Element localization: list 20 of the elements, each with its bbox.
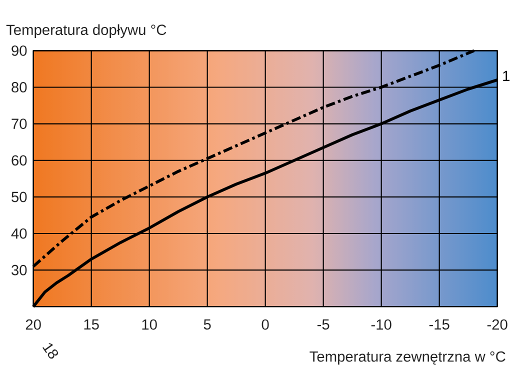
x-tick-label: -15 — [429, 319, 450, 330]
y-axis-title: Temperatura dopływu °C — [6, 24, 166, 38]
y-tick-label: 70 — [12, 118, 27, 129]
x-tick-label: -20 — [487, 319, 508, 330]
x-tick-label: -10 — [371, 319, 392, 330]
y-tick-label: 80 — [12, 82, 27, 92]
x-tick-label: 15 — [84, 319, 99, 330]
y-tick-label: 30 — [12, 264, 27, 276]
y-tick-label: 40 — [11, 228, 27, 239]
y-tick-label: 60 — [12, 155, 27, 166]
x-tick-label: 20 — [26, 319, 41, 330]
x-tick-label: 0 — [262, 319, 269, 330]
y-tick-label: 90 — [12, 45, 27, 56]
x-tick-label: 10 — [142, 319, 157, 330]
series-label: 1 — [503, 70, 510, 81]
x-tick-label: 5 — [204, 319, 211, 330]
x-axis-title: Temperatura zewnętrzna w °C — [310, 351, 506, 365]
y-tick-label: 50 — [12, 192, 27, 202]
x-tick-label: -5 — [317, 319, 330, 330]
text: 18 — [42, 343, 58, 359]
